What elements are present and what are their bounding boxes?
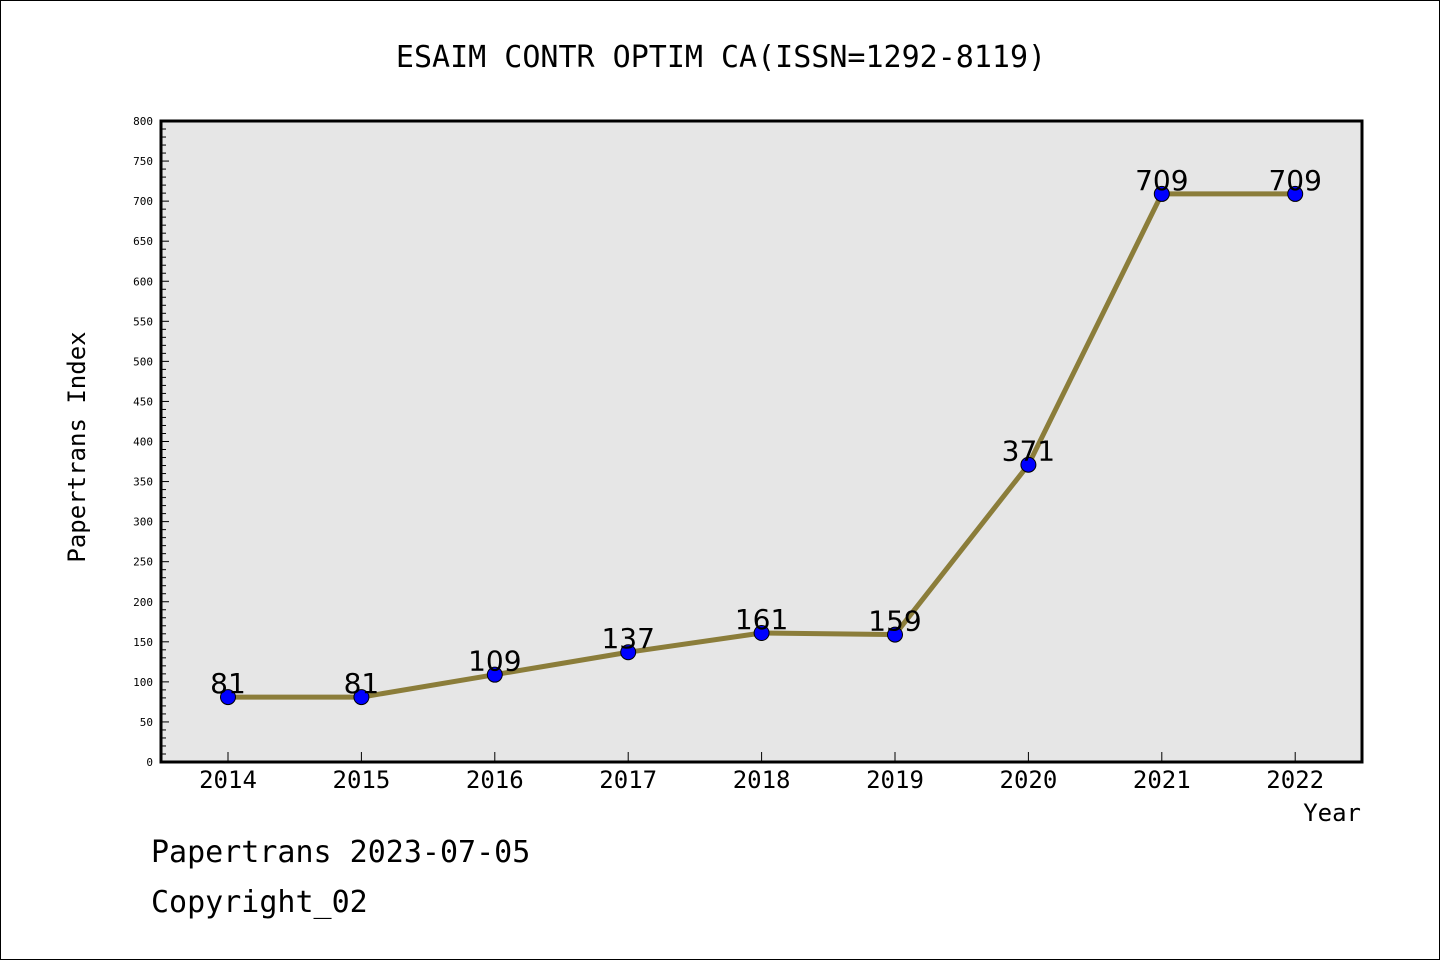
x-tick-label: 2022	[1266, 766, 1324, 794]
y-axis: 0 50 100 150 200 250 300 350 400 450 500 550 600 650 7…	[133, 115, 169, 769]
data-point	[620, 644, 637, 661]
data-point	[220, 689, 236, 706]
y-tick-label: 750	[133, 155, 153, 168]
x-axis-label: Year	[1303, 799, 1361, 827]
data-label: 709	[1268, 164, 1321, 197]
y-tick-label: 200	[133, 596, 153, 609]
x-tick-label: 2015	[333, 766, 391, 794]
data-label: 109	[468, 645, 521, 678]
y-tick-label: 0	[146, 756, 153, 769]
y-tick-label: 250	[133, 556, 153, 569]
data-point	[887, 626, 903, 643]
x-axis: 2014 2015 2016 2017 2018 2019 2020 2021 2022	[199, 752, 1324, 794]
x-tick-label: 2014	[199, 766, 257, 794]
y-tick-label: 150	[133, 636, 153, 649]
plot-area	[159, 119, 1364, 764]
data-markers	[220, 185, 1304, 706]
y-axis-label: Papertrans Index	[63, 331, 91, 562]
y-tick-label: 650	[133, 235, 153, 248]
y-tick-label: 100	[133, 676, 153, 689]
data-label: 371	[1002, 435, 1055, 468]
x-tick-label: 2021	[1133, 766, 1191, 794]
y-tick-label: 400	[133, 436, 153, 449]
data-point	[753, 624, 770, 641]
x-tick-label: 2018	[733, 766, 791, 794]
data-label: 159	[868, 605, 921, 638]
footer-copyright: Copyright_02	[151, 885, 368, 920]
data-labels: 81 81 109 137 161 159 371 709 709	[210, 164, 1322, 700]
y-tick-label: 500	[133, 355, 153, 368]
y-tick-label: 600	[133, 275, 153, 288]
y-tick-label: 550	[133, 315, 153, 328]
y-tick-label: 350	[133, 476, 153, 489]
y-tick-label: 300	[133, 516, 153, 529]
data-label: 81	[344, 667, 380, 700]
data-label: 709	[1135, 164, 1188, 197]
y-tick-label: 700	[133, 195, 153, 208]
data-point	[1020, 456, 1037, 473]
footer-date: Papertrans 2023-07-05	[151, 835, 531, 870]
data-point	[1287, 185, 1304, 202]
data-point	[486, 666, 503, 683]
x-tick-label: 2019	[866, 766, 924, 794]
x-tick-label: 2020	[1000, 766, 1058, 794]
y-tick-label: 800	[133, 115, 153, 128]
data-point	[353, 689, 370, 706]
x-tick-label: 2017	[599, 766, 657, 794]
y-tick-label: 450	[133, 395, 153, 408]
data-label: 81	[210, 667, 246, 700]
chart-title: ESAIM CONTR OPTIM CA(ISSN=1292-8119)	[396, 40, 1046, 75]
data-label: 161	[735, 603, 788, 636]
data-point	[1153, 185, 1170, 202]
data-label: 137	[601, 622, 654, 655]
x-tick-label: 2016	[466, 766, 524, 794]
y-tick-label: 50	[140, 716, 153, 729]
